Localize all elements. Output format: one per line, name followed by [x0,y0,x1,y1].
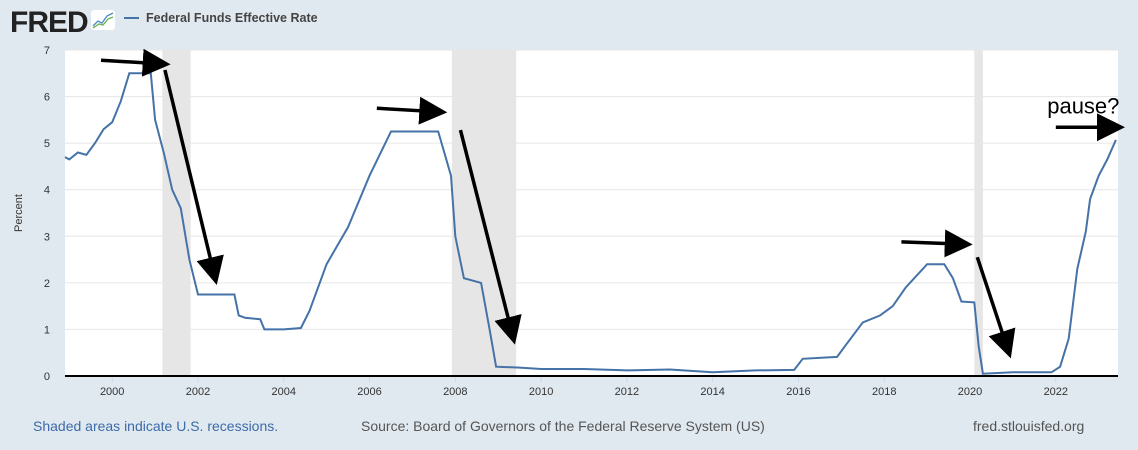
y-tick-label: 3 [44,231,50,243]
legend: Federal Funds Effective Rate [124,11,318,25]
y-tick-label: 6 [44,92,50,104]
recessions-note: Shaded areas indicate U.S. recessions. [33,418,279,434]
y-tick-label: 5 [44,138,50,150]
chart: 0 1 2 3 4 5 6 7 2000 2002 2004 2006 2008 2010 2012 2014… [13,45,1125,398]
x-tick-label: 2000 [100,386,124,398]
x-tick-label: 2008 [443,386,467,398]
x-tick-label: 2014 [700,386,724,398]
fred-logo[interactable]: FRED [10,6,89,39]
x-tick-label: 2002 [186,386,210,398]
x-tick-label: 2006 [357,386,381,398]
x-tick-label: 2016 [786,386,810,398]
x-tick-label: 2012 [615,386,639,398]
y-tick-label: 7 [44,45,50,57]
x-tick-label: 2018 [872,386,896,398]
y-tick-label: 0 [44,371,50,383]
x-tick-label: 2020 [958,386,982,398]
y-axis-label: Percent [13,194,25,232]
annotation-pause: pause? [1047,94,1119,119]
legend-label: Federal Funds Effective Rate [146,11,318,25]
legend-swatch [124,17,139,19]
source-note: Source: Board of Governors of the Federa… [361,418,765,434]
x-tick-label: 2010 [529,386,553,398]
site-link[interactable]: fred.stlouisfed.org [973,418,1085,434]
annotation-arrow [376,96,448,125]
y-tick-label: 1 [44,324,50,336]
y-tick-label: 2 [44,278,50,290]
annotation-arrow [975,256,1016,359]
y-tick-label: 4 [44,185,50,197]
x-tick-label: 2004 [272,386,296,398]
series-line-federal-funds-rate [64,72,1117,375]
plot-background [65,50,1118,376]
annotation-arrow [100,48,171,77]
chart-logo-icon [91,10,115,30]
recession-band [974,50,983,376]
recession-band [451,50,517,376]
recession-band [162,50,191,376]
annotation-arrow [163,69,224,286]
x-tick-label: 2022 [1044,386,1068,398]
annotation-arrow [458,129,522,345]
annotation-arrow [901,229,973,258]
